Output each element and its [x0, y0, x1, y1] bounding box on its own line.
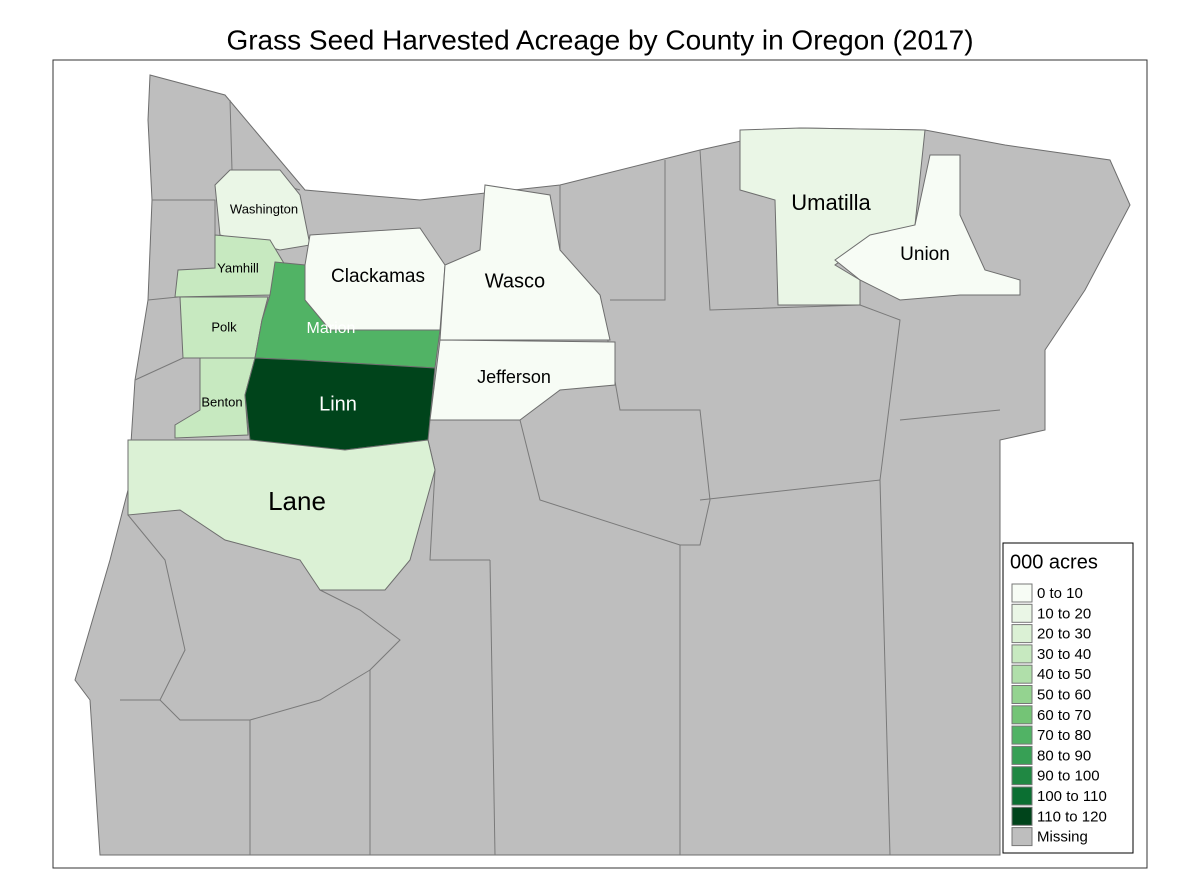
legend-label: 110 to 120 [1037, 808, 1107, 825]
legend-label: 100 to 110 [1037, 788, 1107, 805]
county [439, 184, 611, 341]
legend-label: 30 to 40 [1037, 646, 1091, 663]
legend-swatch [1011, 644, 1033, 664]
legend-swatch [1011, 664, 1033, 684]
legend: 000 acres 0 to 10 10 to 20 20 to 30 30 to 4… [1002, 542, 1134, 854]
legend-swatch [1011, 725, 1033, 745]
county-label: Marion [307, 320, 356, 337]
legend-label: 90 to 100 [1037, 768, 1100, 785]
county [174, 234, 286, 298]
legend-label: 10 to 20 [1037, 605, 1091, 622]
legend-label: 20 to 30 [1037, 626, 1091, 643]
legend-swatch [1011, 766, 1033, 786]
county-label: Umatilla [791, 190, 871, 215]
legend-label: 80 to 90 [1037, 747, 1091, 764]
legend-swatch [1011, 786, 1033, 806]
county [304, 227, 446, 331]
county-label: Yamhill [217, 260, 259, 275]
legend-swatch [1011, 603, 1033, 623]
county-label: Benton [201, 394, 242, 409]
county-label: Washington [230, 201, 298, 216]
legend-swatch [1011, 827, 1033, 847]
county-borders [120, 99, 1001, 856]
county-label: Jefferson [477, 367, 551, 387]
county [429, 339, 616, 421]
county [834, 154, 1021, 301]
legend-label: Missing [1037, 829, 1088, 846]
legend-label: 60 to 70 [1037, 707, 1091, 724]
county [739, 127, 926, 306]
legend-label: 50 to 60 [1037, 686, 1091, 703]
county [127, 439, 436, 591]
legend-label: 70 to 80 [1037, 727, 1091, 744]
legend-swatch [1011, 685, 1033, 704]
legend-swatch [1011, 583, 1033, 603]
county-label: Union [900, 244, 950, 265]
legend-label: 0 to 10 [1037, 585, 1083, 602]
legend-label: 40 to 50 [1037, 666, 1091, 683]
county-label: Wasco [485, 270, 545, 292]
county-label: Clackamas [331, 266, 425, 287]
legend-swatch [1011, 745, 1033, 765]
legend-swatch [1011, 624, 1033, 644]
county-label: Linn [319, 393, 357, 415]
legend-swatch [1011, 806, 1033, 826]
county-label: Polk [211, 319, 237, 334]
legend-swatch [1011, 705, 1033, 725]
legend-title: 000 acres [1010, 551, 1098, 573]
county-label: Lane [268, 486, 326, 516]
map-title: Grass Seed Harvested Acreage by County i… [226, 24, 973, 55]
